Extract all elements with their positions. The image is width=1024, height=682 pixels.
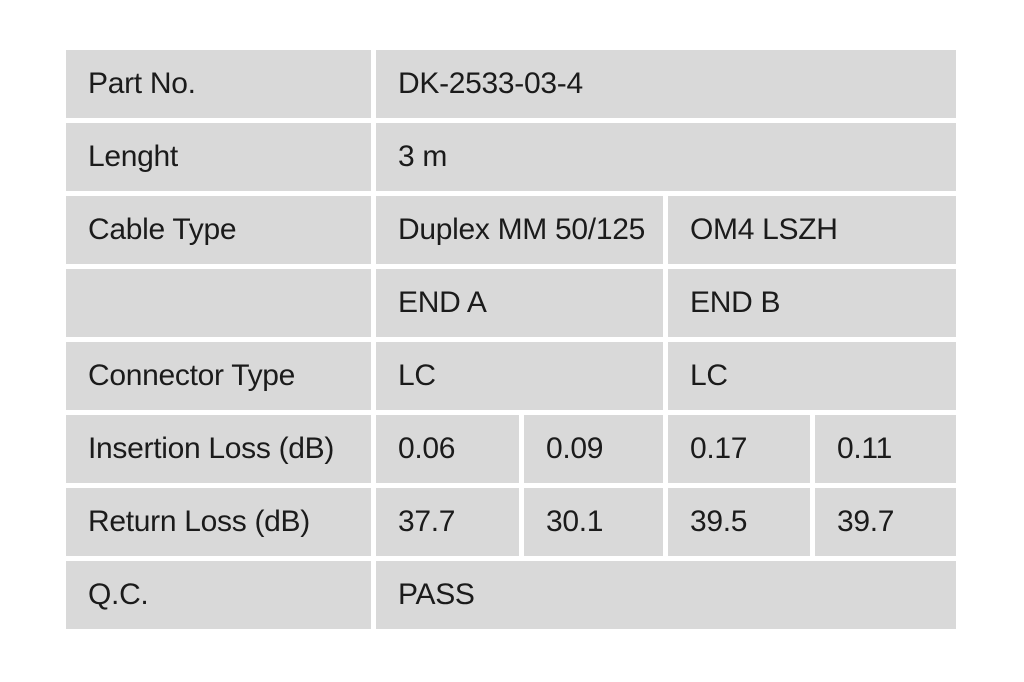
- label-insertion-loss: Insertion Loss (dB): [66, 415, 371, 483]
- value-cable-type-spec: Duplex MM 50/125: [376, 196, 663, 264]
- label-cable-type: Cable Type: [66, 196, 371, 264]
- value-return-loss-a2: 30.1: [524, 488, 663, 556]
- label-length: Lenght: [66, 123, 371, 191]
- value-connector-end-a: LC: [376, 342, 663, 410]
- label-connector-type: Connector Type: [66, 342, 371, 410]
- qc-report-table: Part No. DK-2533-03-4 Lenght 3 m Cable T…: [66, 50, 956, 629]
- label-return-loss: Return Loss (dB): [66, 488, 371, 556]
- value-length: 3 m: [376, 123, 956, 191]
- label-ends-spacer: [66, 269, 371, 337]
- label-part-no: Part No.: [66, 50, 371, 118]
- value-part-no: DK-2533-03-4: [376, 50, 956, 118]
- value-insertion-loss-a1: 0.06: [376, 415, 519, 483]
- value-return-loss-b2: 39.7: [815, 488, 956, 556]
- label-qc: Q.C.: [66, 561, 371, 629]
- value-insertion-loss-a2: 0.09: [524, 415, 663, 483]
- value-qc-status: PASS: [376, 561, 956, 629]
- value-connector-end-b: LC: [668, 342, 956, 410]
- value-return-loss-a1: 37.7: [376, 488, 519, 556]
- header-end-a: END A: [376, 269, 663, 337]
- value-cable-type-jacket: OM4 LSZH: [668, 196, 956, 264]
- value-insertion-loss-b2: 0.11: [815, 415, 956, 483]
- value-return-loss-b1: 39.5: [668, 488, 810, 556]
- value-insertion-loss-b1: 0.17: [668, 415, 810, 483]
- header-end-b: END B: [668, 269, 956, 337]
